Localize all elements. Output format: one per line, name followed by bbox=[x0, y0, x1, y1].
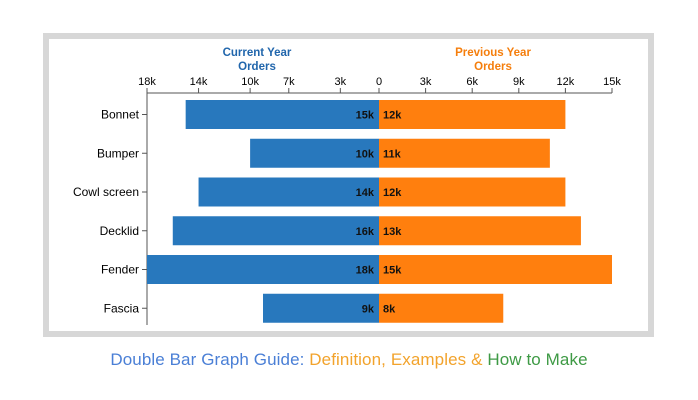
data-label-previous-year: 12k bbox=[383, 187, 402, 199]
data-label-current-year: 10k bbox=[356, 148, 375, 160]
x-axis-tick-label: 15k bbox=[603, 76, 621, 88]
bar-previous-year bbox=[379, 293, 504, 323]
left-series-title: Current Year bbox=[223, 47, 292, 59]
x-axis-tick-label: 3k bbox=[420, 76, 432, 88]
bar-current-year bbox=[172, 216, 379, 246]
caption-part-how-to-make: How to Make bbox=[487, 350, 588, 369]
left-series-title: Orders bbox=[238, 61, 276, 73]
data-label-previous-year: 8k bbox=[383, 303, 396, 315]
bar-previous-year bbox=[379, 177, 566, 207]
data-label-previous-year: 15k bbox=[383, 265, 402, 277]
caption-part-definition: Definition, Examples & bbox=[309, 350, 488, 369]
data-label-current-year: 16k bbox=[356, 226, 375, 238]
bar-previous-year bbox=[379, 138, 550, 168]
category-label: Fascia bbox=[104, 301, 140, 315]
bar-current-year bbox=[250, 138, 379, 168]
category-label: Fender bbox=[101, 263, 139, 277]
bar-previous-year bbox=[379, 216, 581, 246]
bar-current-year bbox=[198, 177, 379, 207]
bar-current-year bbox=[263, 293, 379, 323]
category-label: Decklid bbox=[100, 224, 139, 238]
x-axis-tick-label: 9k bbox=[513, 76, 525, 88]
bar-previous-year bbox=[379, 255, 612, 284]
data-label-previous-year: 11k bbox=[383, 148, 402, 160]
data-label-previous-year: 13k bbox=[383, 226, 402, 238]
right-series-title: Previous Year bbox=[455, 47, 531, 59]
double-bar-chart: Current Year Orders Previous Year Orders 18k… bbox=[73, 47, 621, 325]
x-axis-tick-label: 18k bbox=[138, 76, 156, 88]
category-label: Cowl screen bbox=[73, 185, 139, 199]
x-axis-tick-label: 7k bbox=[283, 76, 295, 88]
category-label: Bumper bbox=[97, 146, 139, 160]
x-axis-tick-label: 14k bbox=[190, 76, 208, 88]
right-series-title: Orders bbox=[474, 61, 512, 73]
x-axis-tick-label: 0 bbox=[376, 76, 382, 88]
data-label-previous-year: 12k bbox=[383, 110, 402, 122]
x-axis-tick-label: 10k bbox=[241, 76, 259, 88]
data-label-current-year: 9k bbox=[362, 303, 375, 315]
x-axis-tick-label: 3k bbox=[335, 76, 347, 88]
x-axis-tick-label: 12k bbox=[557, 76, 575, 88]
data-label-current-year: 18k bbox=[356, 265, 375, 277]
bar-current-year bbox=[185, 100, 379, 129]
data-label-current-year: 14k bbox=[356, 187, 375, 199]
bar-previous-year bbox=[379, 100, 566, 129]
bar-current-year bbox=[147, 255, 379, 284]
caption: Double Bar Graph Guide: Definition, Exam… bbox=[0, 350, 698, 370]
x-axis-tick-label: 6k bbox=[466, 76, 478, 88]
caption-part-guide: Double Bar Graph Guide: bbox=[110, 350, 310, 369]
data-label-current-year: 15k bbox=[356, 110, 375, 122]
category-label: Bonnet bbox=[101, 108, 140, 122]
